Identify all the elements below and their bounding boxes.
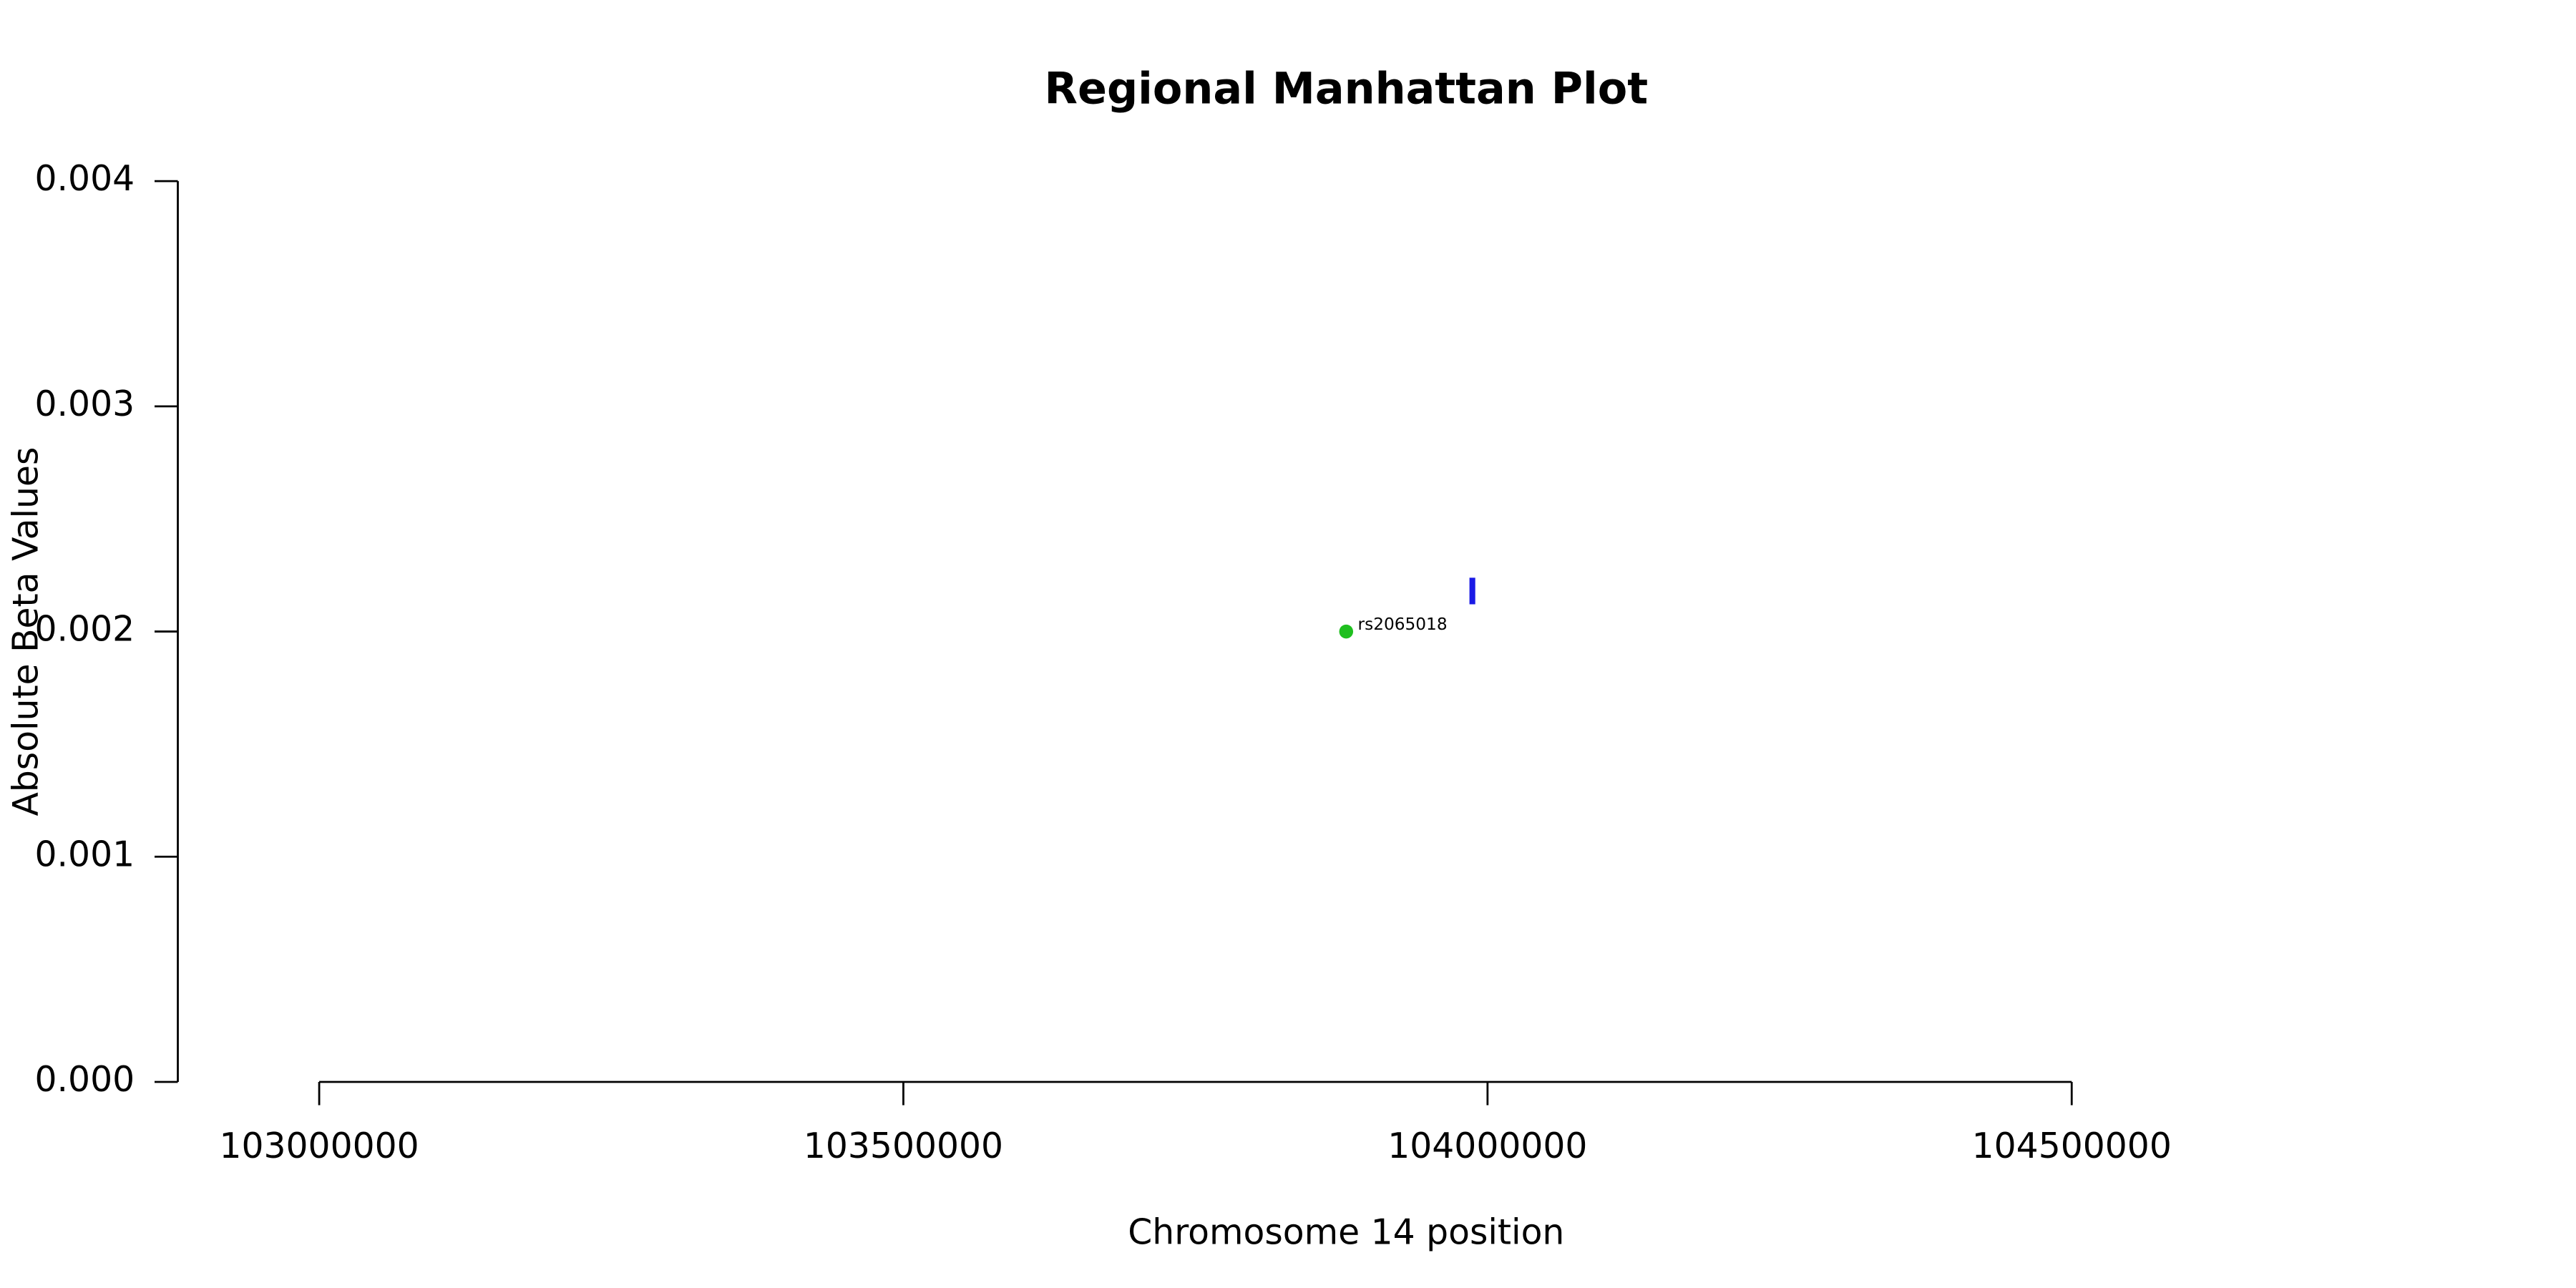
y-tick-label: 0.003 xyxy=(35,384,135,424)
x-axis-label: Chromosome 14 position xyxy=(1128,1212,1564,1253)
y-tick-label: 0.004 xyxy=(35,158,135,199)
y-tick-label: 0.002 xyxy=(35,609,135,650)
data-point xyxy=(1339,624,1354,639)
y-tick-label: 0.001 xyxy=(35,834,135,874)
x-tick-label: 103500000 xyxy=(804,1126,1003,1166)
x-tick-label: 103000000 xyxy=(219,1126,419,1166)
point-label: rs2065018 xyxy=(1358,615,1448,634)
x-tick-label: 104000000 xyxy=(1387,1126,1587,1166)
y-tick-label: 0.000 xyxy=(35,1059,135,1100)
y-axis-label: Absolute Beta Values xyxy=(5,447,46,816)
chart-title: Regional Manhattan Plot xyxy=(1045,64,1649,114)
x-tick-label: 104500000 xyxy=(1972,1126,2172,1166)
